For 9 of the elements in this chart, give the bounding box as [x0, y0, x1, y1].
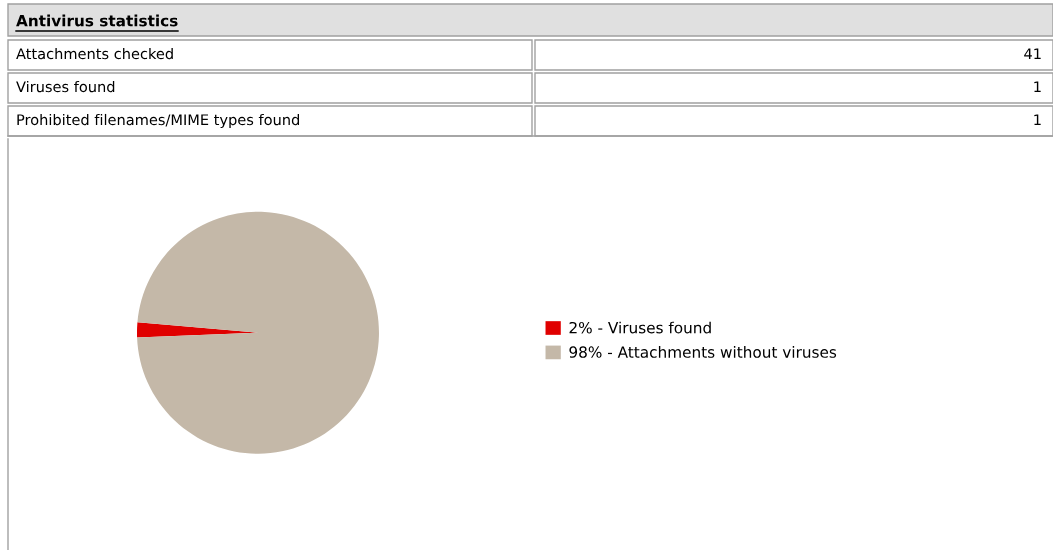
category-label: Prohibited filenames/MIME types found	[17, 113, 299, 129]
data-label: 1	[1034, 81, 1041, 93]
category-label: Viruses found	[16, 80, 115, 93]
legend-label: 98% - Attachments without viruses	[569, 346, 837, 358]
text: Antivirus statistics	[16, 14, 178, 27]
legend-label: 2% - Viruses found	[569, 321, 711, 334]
data-label: 41	[1024, 48, 1041, 60]
category-label: Attachments checked	[16, 47, 173, 60]
data-label: 1	[1034, 114, 1041, 126]
